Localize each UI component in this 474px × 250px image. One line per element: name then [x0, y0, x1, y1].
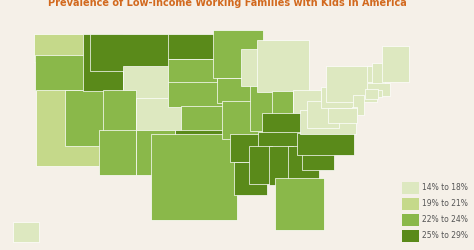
Bar	[307, 101, 339, 128]
Bar	[13, 222, 39, 242]
Text: 14% to 18%: 14% to 18%	[422, 184, 468, 192]
Bar	[352, 108, 357, 118]
Bar	[90, 34, 169, 71]
Bar	[269, 146, 292, 185]
Bar	[366, 82, 390, 96]
Bar	[302, 144, 334, 170]
Bar	[257, 40, 309, 92]
Bar	[213, 30, 263, 78]
Bar	[248, 146, 272, 184]
Bar	[99, 130, 136, 176]
Bar	[123, 66, 169, 98]
Bar	[217, 78, 259, 103]
Bar	[301, 110, 356, 134]
Text: 22% to 24%: 22% to 24%	[422, 216, 468, 224]
Bar	[230, 134, 262, 162]
Bar	[250, 86, 279, 130]
Bar	[234, 162, 267, 195]
Bar	[382, 46, 410, 82]
Bar	[241, 49, 280, 86]
Bar	[373, 63, 385, 84]
Bar	[181, 106, 230, 130]
Bar	[365, 89, 378, 99]
Bar	[103, 90, 136, 130]
Bar	[257, 132, 314, 147]
Bar	[297, 133, 354, 156]
Bar	[402, 214, 419, 226]
Bar	[328, 108, 357, 122]
Text: 19% to 21%: 19% to 21%	[422, 200, 468, 208]
Bar	[402, 230, 419, 242]
Bar	[326, 66, 377, 102]
Bar	[34, 34, 85, 62]
Bar	[36, 90, 103, 166]
Text: Prevalence of Low-income Working Families with Kids in America: Prevalence of Low-income Working Familie…	[48, 0, 407, 8]
Bar	[168, 58, 218, 86]
Bar	[402, 198, 419, 210]
Bar	[272, 91, 293, 124]
Bar	[65, 90, 104, 146]
Bar	[293, 90, 321, 118]
Bar	[83, 34, 123, 90]
Bar	[321, 87, 359, 108]
Bar	[288, 146, 319, 184]
Bar	[275, 178, 325, 230]
Bar	[353, 94, 364, 114]
Bar	[136, 98, 182, 130]
Bar	[151, 134, 237, 220]
Text: 25% to 29%: 25% to 29%	[422, 232, 468, 240]
Bar	[136, 130, 175, 176]
Bar	[222, 101, 265, 139]
Bar	[377, 90, 382, 97]
Bar	[262, 113, 312, 134]
Bar	[367, 66, 380, 82]
Bar	[168, 82, 225, 106]
Bar	[175, 130, 231, 157]
Bar	[168, 34, 217, 58]
Bar	[35, 55, 88, 90]
Bar	[402, 182, 419, 194]
